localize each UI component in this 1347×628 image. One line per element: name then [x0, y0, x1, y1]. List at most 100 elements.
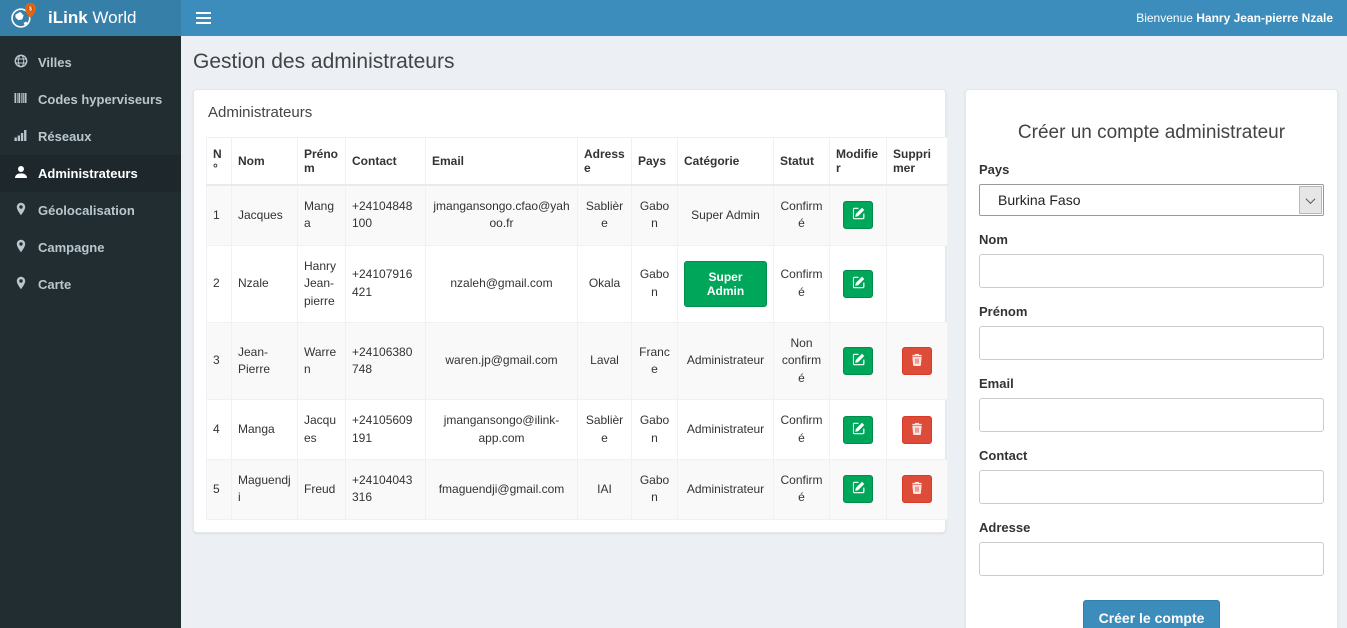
sidebar-item-carte[interactable]: Carte — [0, 266, 181, 303]
cell-email: fmaguendji@gmail.com — [425, 458, 578, 520]
edit-icon — [852, 481, 865, 497]
administrators-panel: Administrateurs N° Nom Prénom Contact Email A… — [193, 89, 948, 533]
column-header-10: Supprimer — [886, 137, 948, 186]
category-badge-button[interactable]: Super Admin — [684, 260, 767, 307]
cell-adresse: IAI — [577, 458, 632, 520]
cell-modifier — [829, 321, 887, 401]
column-header-4: Email — [425, 137, 578, 186]
cell-modifier — [829, 458, 887, 520]
cell-prenom: Hanry Jean-pierre — [297, 244, 346, 323]
form-field-nom: Nom — [979, 232, 1324, 288]
sidebar-item-codes-hyperviseurs[interactable]: Codes hyperviseurs — [0, 81, 181, 118]
form-field-contact: Contact — [979, 448, 1324, 504]
nom-input[interactable] — [979, 254, 1324, 288]
cell-email: jmangansongo@ilink-app.com — [425, 399, 578, 460]
sidebar-item-villes[interactable]: Villes — [0, 44, 181, 81]
prenom-input[interactable] — [979, 326, 1324, 360]
delete-button[interactable] — [902, 475, 932, 504]
delete-button[interactable] — [902, 347, 932, 376]
column-header-0: N° — [206, 137, 232, 186]
cell-pays: Gabon — [631, 458, 678, 520]
email-input[interactable] — [979, 398, 1324, 432]
cell-prenom: Jacques — [297, 399, 346, 460]
column-header-5: Adresse — [577, 137, 632, 186]
sidebar-item-reseaux[interactable]: Réseaux — [0, 118, 181, 155]
sidebar-item-label: Administrateurs — [38, 166, 138, 181]
cell-contact: +24104848100 — [345, 184, 426, 246]
sidebar-item-label: Campagne — [38, 240, 105, 255]
cell-pays: France — [631, 321, 678, 401]
edit-button[interactable] — [843, 475, 873, 504]
globe-icon — [14, 54, 28, 71]
cell-n: 4 — [206, 399, 232, 460]
sidebar-item-campagne[interactable]: Campagne — [0, 229, 181, 266]
sidebar-toggle-hamburger-icon[interactable] — [181, 0, 225, 36]
column-header-7: Catégorie — [677, 137, 774, 186]
trash-icon — [911, 422, 923, 438]
cell-modifier — [829, 399, 887, 460]
cell-categorie: Administrateur — [677, 399, 774, 460]
create-admin-form: Pays Burkina Faso Nom Prénom Email Contact Adr… — [979, 162, 1324, 576]
form-field-email: Email — [979, 376, 1324, 432]
administrators-table: N° Nom Prénom Contact Email Adresse Pays Catégo… — [206, 137, 948, 520]
chevron-down-icon — [1299, 186, 1322, 214]
cell-statut: Confirmé — [773, 458, 830, 520]
contact-input[interactable] — [979, 470, 1324, 504]
cell-modifier — [829, 244, 887, 323]
prenom-label: Prénom — [979, 304, 1028, 319]
edit-button[interactable] — [843, 201, 873, 230]
table-header-row: N° Nom Prénom Contact Email Adresse Pays Catégo… — [206, 137, 948, 186]
globe-pin-logo-icon: $ — [10, 2, 40, 35]
welcome-message: Bienvenue Hanry Jean-pierre Nzale — [1136, 11, 1333, 25]
cell-contact: +24105609191 — [345, 399, 426, 460]
cell-supprimer — [886, 399, 948, 460]
edit-icon — [852, 207, 865, 223]
edit-button[interactable] — [843, 347, 873, 376]
cell-modifier — [829, 184, 887, 246]
cell-n: 5 — [206, 458, 232, 520]
column-header-3: Contact — [345, 137, 426, 186]
cell-supprimer — [886, 244, 948, 323]
signal-icon — [14, 128, 28, 145]
cell-prenom: Freud — [297, 458, 346, 520]
sidebar-item-label: Codes hyperviseurs — [38, 92, 163, 107]
sidebar-item-label: Villes — [38, 55, 72, 70]
cell-contact: +24107916421 — [345, 244, 426, 323]
create-account-button[interactable]: Créer le compte — [1082, 600, 1221, 628]
delete-button[interactable] — [902, 415, 932, 444]
cell-pays: Gabon — [631, 244, 678, 323]
column-header-1: Nom — [231, 137, 298, 186]
cell-supprimer — [886, 458, 948, 520]
table-row: 5 Maguendji Freud +24104043316 fmaguendji@gm… — [206, 458, 948, 520]
cell-n: 3 — [206, 321, 232, 401]
brand-logo-area[interactable]: $ iLink World — [0, 0, 181, 36]
marker-icon — [14, 276, 28, 293]
sidebar-item-administrateurs[interactable]: Administrateurs — [0, 155, 181, 192]
adresse-input[interactable] — [979, 542, 1324, 576]
cell-contact: +24104043316 — [345, 458, 426, 520]
administrators-panel-title: Administrateurs — [208, 104, 313, 121]
sidebar-item-label: Géolocalisation — [38, 203, 135, 218]
sidebar-item-label: Réseaux — [38, 129, 92, 144]
column-header-6: Pays — [631, 137, 678, 186]
contact-label: Contact — [979, 448, 1028, 463]
trash-icon — [911, 481, 923, 497]
cell-statut: Confirmé — [773, 399, 830, 460]
adresse-label: Adresse — [979, 520, 1031, 535]
sidebar-item-label: Carte — [38, 277, 72, 292]
cell-pays: Gabon — [631, 184, 678, 246]
pays-label: Pays — [979, 162, 1010, 177]
edit-button[interactable] — [843, 269, 873, 298]
cell-statut: Non confirmé — [773, 321, 830, 401]
marker-icon — [14, 239, 28, 256]
edit-button[interactable] — [843, 415, 873, 444]
pays-select[interactable]: Burkina Faso — [979, 184, 1324, 216]
cell-prenom: Manga — [297, 184, 346, 246]
page-title: Gestion des administrateurs — [193, 50, 455, 73]
cell-adresse: Sablière — [577, 184, 632, 246]
cell-nom: Nzale — [231, 244, 298, 323]
marker-icon — [14, 202, 28, 219]
form-field-pays: Pays Burkina Faso — [979, 162, 1324, 216]
cell-categorie: Administrateur — [677, 458, 774, 520]
sidebar-item-geolocalisation[interactable]: Géolocalisation — [0, 192, 181, 229]
